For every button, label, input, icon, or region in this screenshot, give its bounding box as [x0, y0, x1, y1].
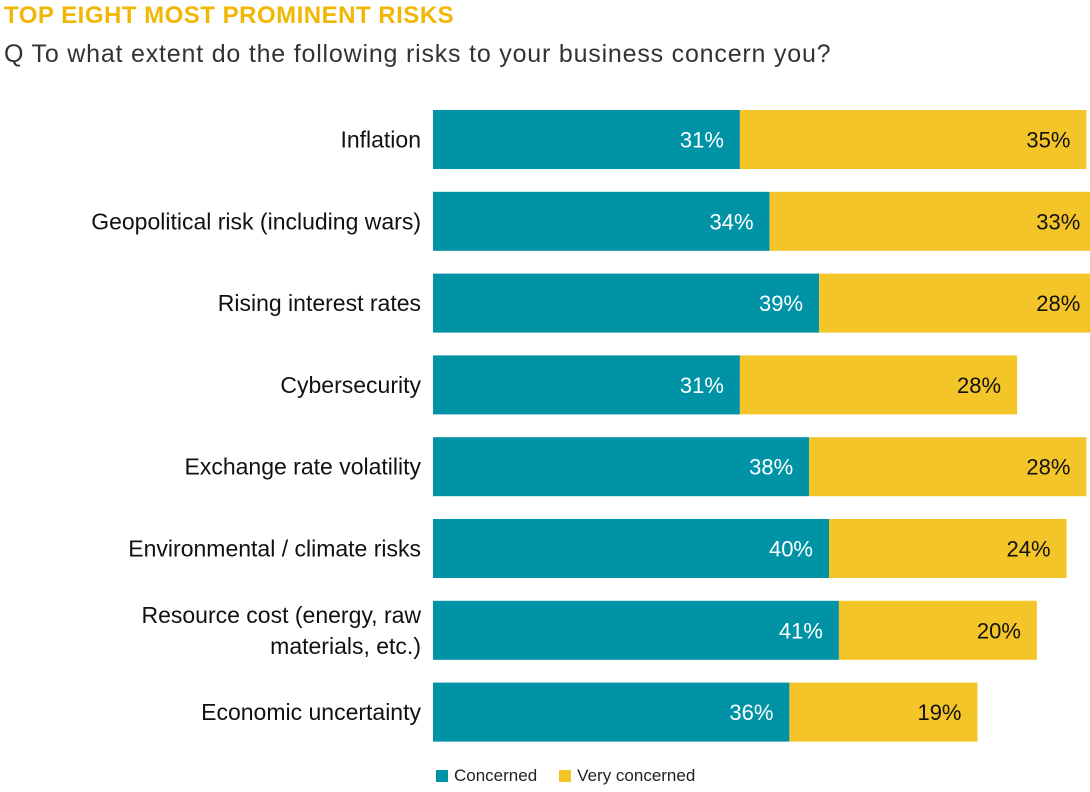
- chart-title: TOP EIGHT MOST PROMINENT RISKS: [4, 2, 455, 29]
- stacked-bar-chart: Inflation 31% 35% Geopolitical risk (includ…: [91, 110, 1090, 742]
- value-label-concerned: 34%: [710, 209, 754, 234]
- value-label-very-concerned: 28%: [1036, 291, 1080, 316]
- legend-label-concerned: Concerned: [454, 766, 538, 785]
- bar-very-concerned: [829, 519, 1067, 578]
- legend-item-concerned: Concerned: [436, 766, 537, 786]
- bar-concerned: [433, 437, 810, 497]
- category-label: Economic uncertainty: [201, 699, 421, 725]
- value-label-very-concerned: 33%: [1036, 209, 1080, 234]
- value-label-very-concerned: 24%: [1007, 537, 1051, 562]
- legend: Concerned Very concerned: [436, 766, 717, 786]
- value-label-very-concerned: 28%: [957, 373, 1001, 398]
- value-label-concerned: 31%: [680, 128, 724, 153]
- bar-concerned: [433, 519, 829, 578]
- category-label: Inflation: [340, 127, 421, 153]
- value-label-concerned: 31%: [680, 373, 724, 398]
- legend-label-very-concerned: Very concerned: [577, 766, 696, 785]
- category-label: Geopolitical risk (including wars): [91, 208, 421, 234]
- value-label-concerned: 36%: [729, 700, 773, 725]
- category-label: Exchange rate volatility: [184, 454, 421, 480]
- chart-subtitle: Q To what extent do the following risks …: [4, 40, 832, 68]
- category-label: Environmental / climate risks: [128, 536, 421, 562]
- value-label-concerned: 40%: [769, 537, 813, 562]
- value-label-very-concerned: 35%: [1026, 128, 1070, 153]
- bar-concerned: [433, 110, 740, 169]
- bar-very-concerned: [739, 110, 1087, 169]
- bar-very-concerned: [819, 273, 1090, 333]
- category-label: Rising interest rates: [218, 290, 421, 316]
- bar-concerned: [433, 355, 740, 415]
- bar-very-concerned: [838, 600, 1037, 660]
- legend-item-very-concerned: Very concerned: [559, 766, 695, 786]
- value-label-very-concerned: 20%: [977, 618, 1021, 643]
- category-label: Resource cost (energy, raw materials, etc…: [141, 602, 421, 659]
- bar-concerned: [433, 682, 790, 742]
- value-label-concerned: 41%: [779, 618, 823, 643]
- bar-concerned: [433, 191, 770, 251]
- bar-very-concerned: [809, 437, 1087, 497]
- bar-very-concerned: [789, 682, 978, 742]
- value-label-very-concerned: 19%: [917, 700, 961, 725]
- bar-very-concerned: [769, 191, 1090, 251]
- category-label: Cybersecurity: [280, 372, 421, 398]
- value-label-very-concerned: 28%: [1026, 455, 1070, 480]
- bar-very-concerned: [739, 355, 1018, 415]
- value-label-concerned: 38%: [749, 455, 793, 480]
- value-label-concerned: 39%: [759, 291, 803, 316]
- legend-swatch-very-concerned: [559, 770, 572, 782]
- bar-concerned: [433, 273, 820, 333]
- legend-swatch-concerned: [436, 770, 448, 782]
- bar-concerned: [433, 600, 839, 660]
